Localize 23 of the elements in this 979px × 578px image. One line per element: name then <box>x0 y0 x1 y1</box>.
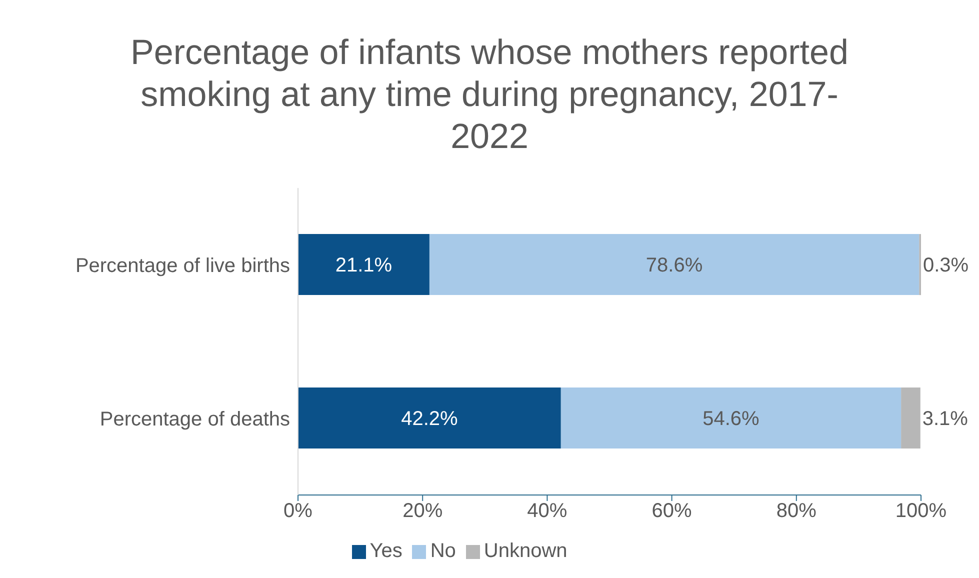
y-tick-label: Percentage of live births <box>75 254 290 277</box>
data-label: 0.3% <box>923 254 969 277</box>
bar <box>429 234 920 296</box>
legend-label: Unknown <box>484 540 568 562</box>
legend-label: No <box>430 540 456 562</box>
x-tick-label: 20% <box>402 500 443 522</box>
x-tick-label: 60% <box>652 500 692 522</box>
y-tick-label: Percentage of deaths <box>100 408 290 430</box>
data-label: 54.6% <box>702 408 760 430</box>
data-label: 3.1% <box>922 408 968 430</box>
bar <box>560 388 902 449</box>
x-tick-label: 80% <box>776 500 817 522</box>
data-label: 21.1% <box>335 254 392 277</box>
data-label: 78.6% <box>646 254 703 277</box>
x-tick-label: 100% <box>895 500 947 522</box>
legend-label: Yes <box>370 540 402 562</box>
data-label: 42.2% <box>401 408 458 430</box>
x-tick-label: 40% <box>527 500 568 522</box>
x-tick-label: 0% <box>284 500 313 522</box>
bar <box>298 234 430 296</box>
bar <box>298 388 561 449</box>
chart-title: Percentage of infants whose mothers reported smoking at any time during pregnancy, 2017-2022 <box>130 32 850 158</box>
bar <box>901 388 920 449</box>
